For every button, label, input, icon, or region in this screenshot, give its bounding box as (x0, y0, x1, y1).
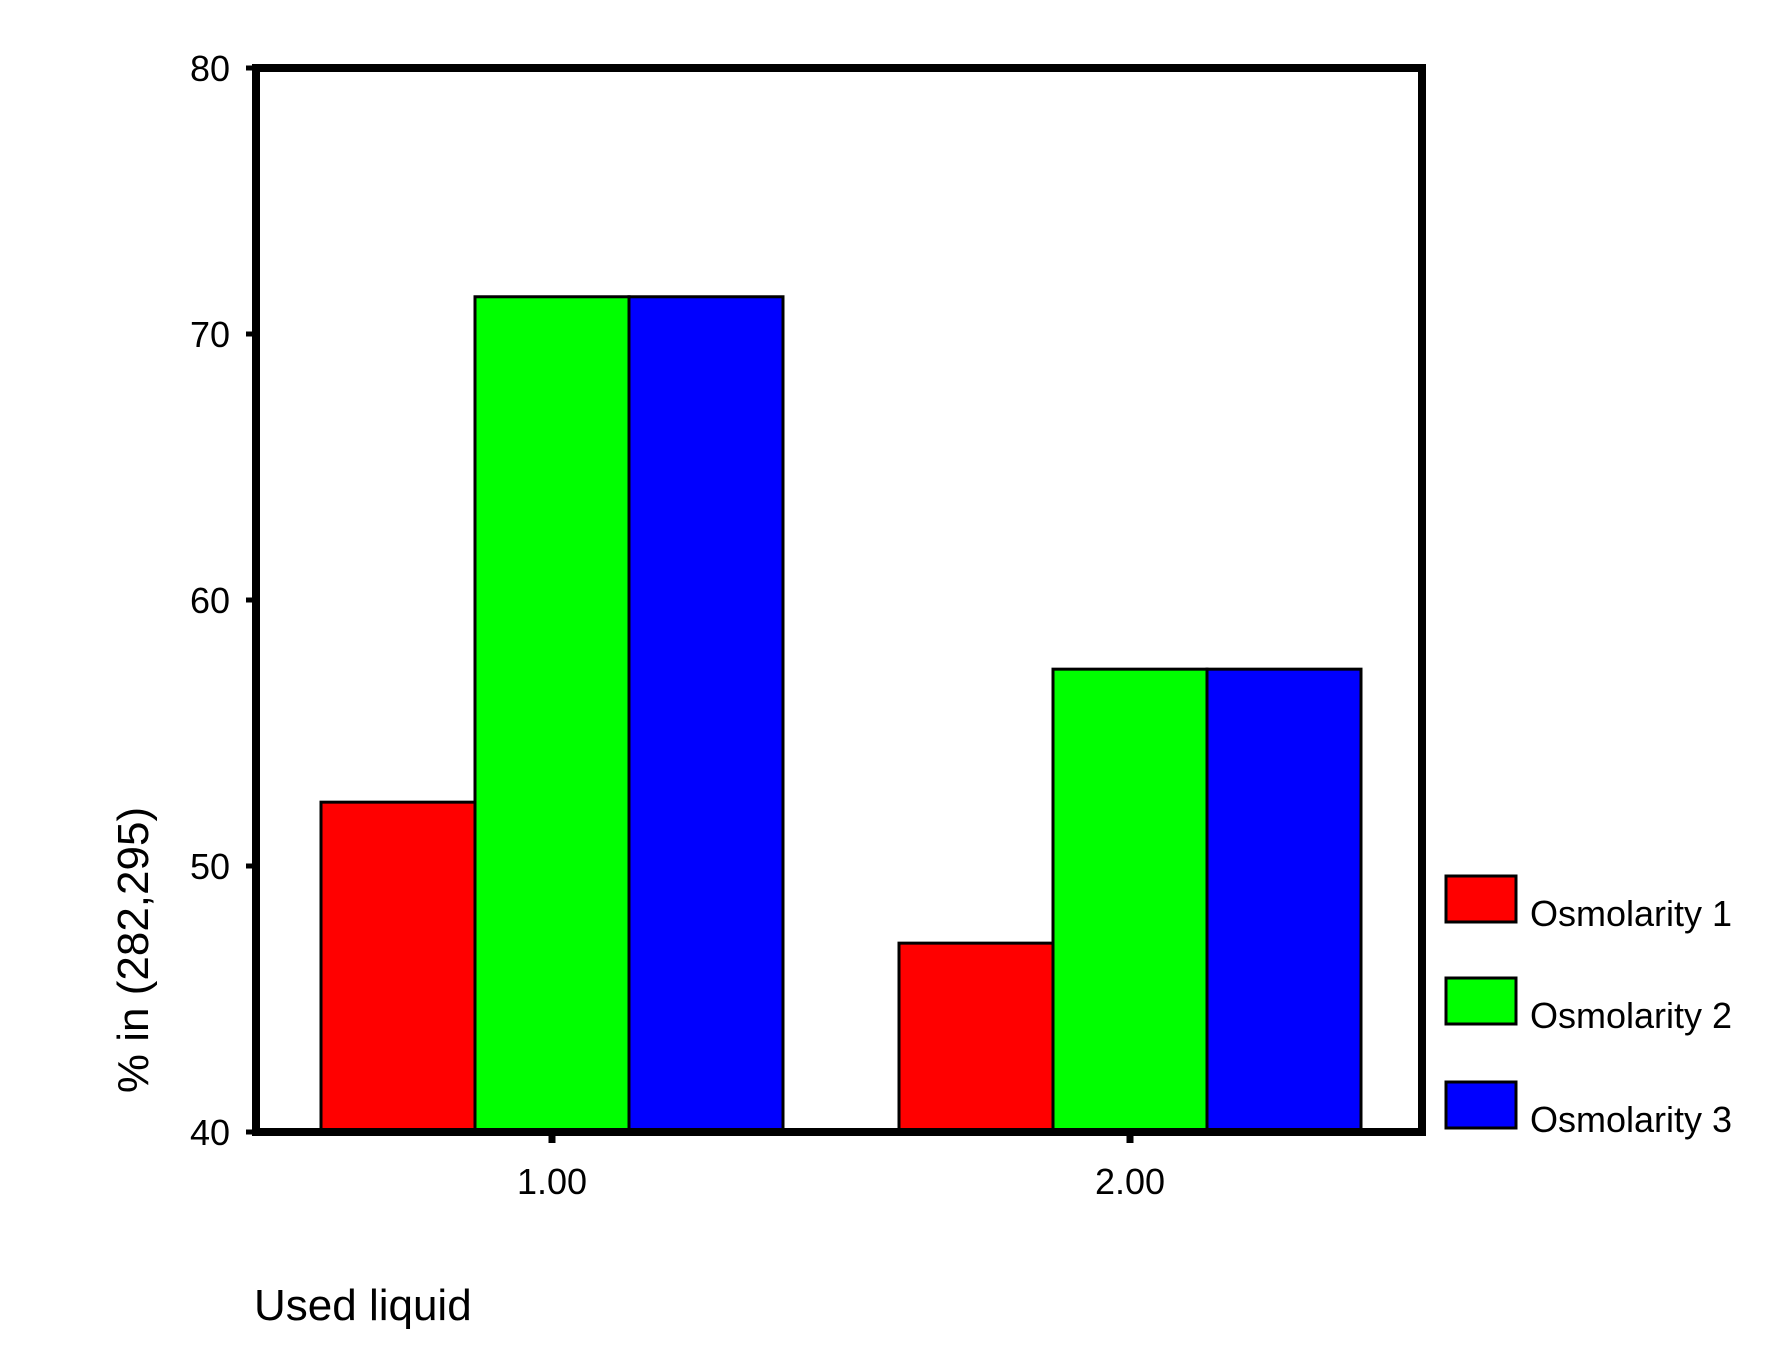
y-tick-label: 70 (190, 314, 230, 355)
bar-1-2 (897, 941, 1055, 1134)
legend-swatch-2 (1444, 976, 1518, 1026)
bars-layer (319, 295, 1363, 1134)
legend-label-2: Osmolarity 2 (1530, 995, 1732, 1036)
x-tick-label: 1.00 (517, 1161, 587, 1202)
x-tick-label: 2.00 (1095, 1161, 1165, 1202)
y-tick-label: 50 (190, 846, 230, 887)
x-axis: 1.00 2.00 (517, 1132, 1165, 1202)
x-axis-title: Used liquid (254, 1281, 472, 1330)
y-axis: 40 50 60 70 80 (190, 48, 256, 1153)
y-tick-label: 80 (190, 48, 230, 89)
y-tick-label: 40 (190, 1112, 230, 1153)
legend-label-3: Osmolarity 3 (1530, 1099, 1732, 1140)
bar-2-2 (1051, 667, 1209, 1134)
bar-2-1 (473, 295, 631, 1134)
legend-label-1: Osmolarity 1 (1530, 893, 1732, 934)
bar-3-2 (1205, 667, 1363, 1134)
bar-3-1 (627, 295, 785, 1134)
y-axis-title: % in (282,295) (109, 807, 158, 1093)
y-tick-label: 60 (190, 580, 230, 621)
legend-swatch-1 (1444, 874, 1518, 924)
legend-swatch-3 (1444, 1080, 1518, 1130)
legend: Osmolarity 1 Osmolarity 2 Osmolarity 3 (1444, 874, 1732, 1140)
bar-1-1 (319, 800, 477, 1134)
